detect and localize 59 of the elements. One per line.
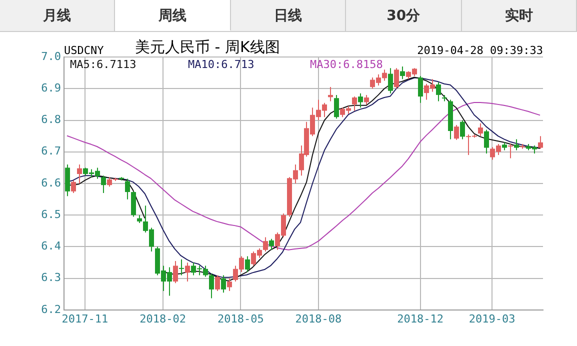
candlestick	[388, 68, 393, 94]
candlestick	[538, 136, 543, 150]
y-tick-label: 6.3	[41, 271, 61, 284]
candlestick	[514, 138, 519, 151]
x-tick-label: 2018-12	[397, 312, 444, 326]
y-tick-label: 6.5	[41, 208, 61, 221]
candlestick	[418, 75, 423, 104]
candlestick	[484, 129, 489, 154]
candlestick	[508, 143, 513, 159]
candlestick	[173, 260, 178, 284]
candlestick	[394, 68, 399, 90]
candlestick	[358, 92, 363, 108]
candlestick	[101, 175, 106, 194]
text: 周线	[115, 0, 231, 31]
x-tick-label: 2018-05	[217, 312, 264, 326]
text: MA5:6.7113	[70, 58, 136, 71]
x-tick-label: 2018-02	[140, 312, 186, 326]
candlestick	[65, 164, 70, 197]
candlestick	[269, 238, 274, 250]
candlestick	[364, 94, 369, 105]
candlestick	[245, 256, 250, 273]
text: USDCNY	[64, 44, 104, 57]
candlestick	[125, 178, 130, 200]
text: 30分	[346, 0, 462, 31]
y-tick-label: 6.9	[41, 81, 61, 94]
candlestick	[334, 94, 339, 120]
text: 2019-04-28 09:39:33	[417, 44, 543, 57]
text: 日线	[230, 0, 346, 31]
candlestick	[454, 124, 459, 140]
candlestick	[460, 120, 465, 140]
x-tick-label: 2018-08	[295, 312, 342, 326]
text: MA30:6.8158	[310, 58, 383, 71]
y-tick-label: 6.4	[41, 240, 62, 253]
candlestick	[436, 82, 441, 102]
y-tick-label: 6.7	[41, 144, 61, 158]
candlestick	[478, 122, 483, 137]
candlestick	[221, 274, 226, 294]
chart-title: 美元人民币 - 周K线图	[135, 38, 280, 56]
text: 实时	[462, 0, 577, 31]
candlestick	[185, 262, 190, 282]
candlestick	[131, 190, 136, 218]
candlestick	[77, 164, 82, 184]
candlestick	[179, 258, 184, 276]
y-tick-label: 6.8	[41, 113, 61, 126]
candlestick	[71, 180, 76, 194]
candlestick	[227, 278, 232, 292]
y-tick-label: 6.6	[41, 176, 61, 190]
candlestick	[400, 66, 405, 80]
candlestick	[328, 86, 333, 102]
x-tick-label: 2019-03	[468, 312, 516, 326]
candlestick	[352, 96, 357, 112]
candlestick	[209, 273, 214, 299]
y-tick-label: 7.0	[41, 50, 61, 63]
candlestick	[215, 274, 220, 292]
text: 月线	[0, 0, 116, 31]
y-tick-label: 6.2	[41, 302, 61, 316]
x-tick-label: 2017-11	[62, 312, 108, 326]
candlestick	[263, 236, 268, 252]
text: MA10:6.713	[188, 58, 254, 71]
